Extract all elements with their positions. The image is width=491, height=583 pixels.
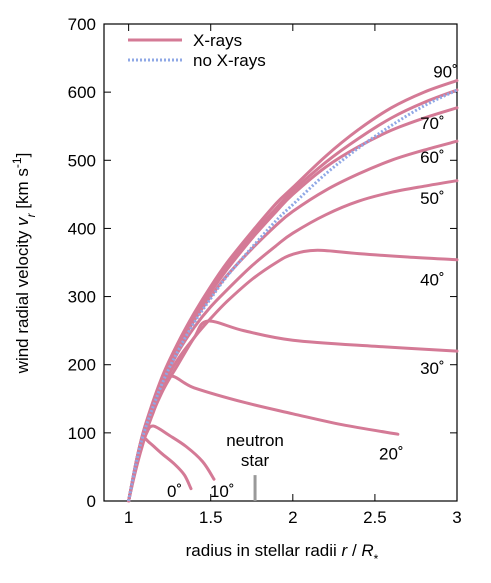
legend-label: X-rays — [193, 31, 242, 50]
y-tick-label: 300 — [68, 288, 96, 307]
x-axis-title: radius in stellar radii r / R* — [186, 541, 379, 566]
y-tick-label: 0 — [87, 492, 96, 511]
angle-label: 10˚ — [210, 482, 235, 501]
y-tick-label: 200 — [68, 356, 96, 375]
y-tick-label: 700 — [68, 15, 96, 34]
no-xray-curve — [127, 88, 458, 502]
y-axis-title: wind radial velocity vr [km s-1] — [10, 153, 38, 375]
angle-label: 50˚ — [420, 189, 445, 208]
angle-label: 70˚ — [420, 114, 445, 133]
y-tick-label: 400 — [68, 219, 96, 238]
neutron-star-label-line2: star — [241, 451, 270, 470]
angle-label: 30˚ — [420, 359, 445, 378]
angle-label: 40˚ — [420, 271, 445, 290]
plot-border — [103, 23, 458, 502]
neutron-star-label-line1: neutron — [226, 431, 284, 450]
xray-curve-40deg — [127, 248, 459, 503]
angle-label: 20˚ — [379, 444, 404, 463]
x-tick-label: 1.5 — [199, 508, 223, 527]
xray-curve-90deg — [127, 79, 459, 503]
angle-label: 0˚ — [167, 482, 182, 501]
angle-label: 90˚ — [433, 63, 458, 82]
x-tick-label: 3 — [452, 508, 461, 527]
angle-label: 60˚ — [420, 148, 445, 167]
x-tick-label: 2 — [288, 508, 297, 527]
angle-labels: 90˚ 70˚ 60˚ 50˚ 40˚ 30˚ 20˚ 10˚ 0˚ — [167, 63, 458, 501]
plot-frame — [103, 23, 458, 502]
legend-label: no X-rays — [193, 51, 266, 70]
xray-curve-0deg — [127, 437, 193, 503]
y-tick-label: 100 — [68, 424, 96, 443]
velocity-curves — [127, 79, 459, 503]
axis-ticks: 1 1.5 2 2.5 3 0 100 200 300 400 500 600 700 — [68, 15, 462, 527]
y-tick-label: 500 — [68, 151, 96, 170]
x-tick-label: 2.5 — [363, 508, 387, 527]
x-tick-label: 1 — [124, 508, 133, 527]
y-tick-label: 600 — [68, 83, 96, 102]
